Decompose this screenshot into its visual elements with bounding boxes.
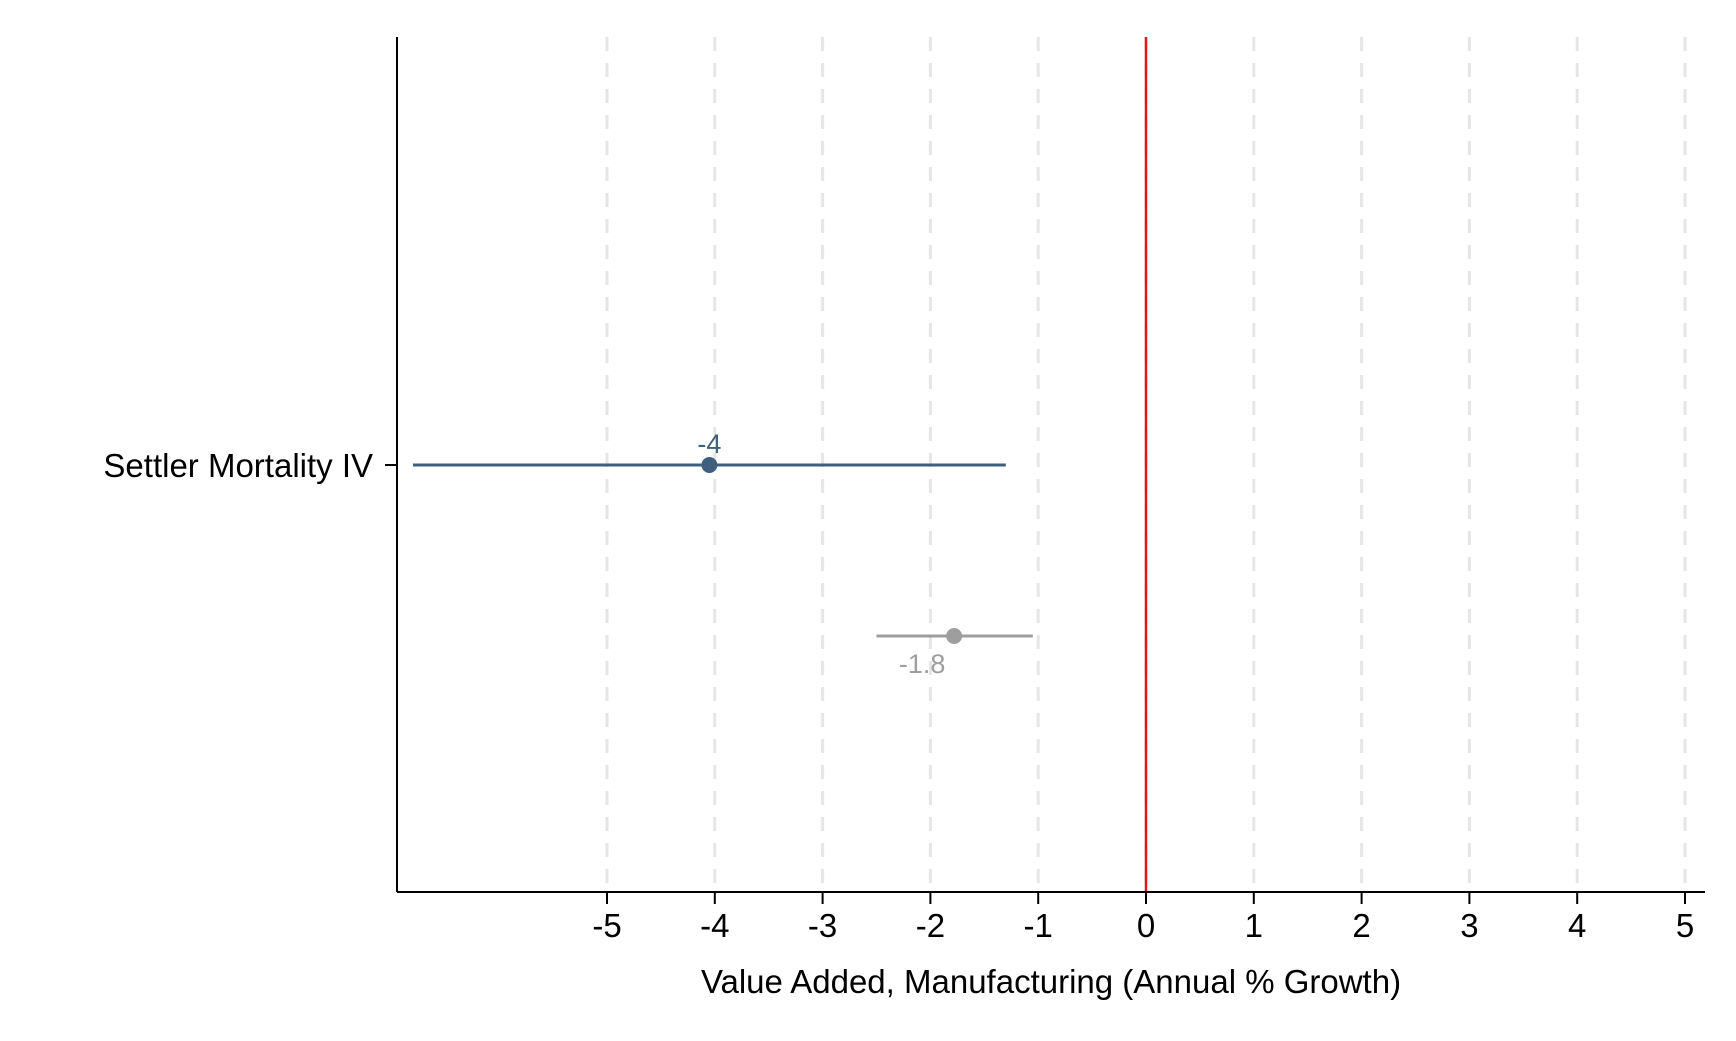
x-tick-label: 1 (1245, 907, 1263, 944)
series-2: -1.8 (876, 628, 1033, 679)
series-1: -4 (412, 429, 1006, 473)
data-label: -4 (697, 429, 721, 459)
x-tick-label: -2 (916, 907, 945, 944)
x-tick-label: 5 (1676, 907, 1694, 944)
x-tick-label: -5 (592, 907, 621, 944)
series-group: -4 -1.8 (412, 429, 1033, 679)
data-label: -1.8 (899, 649, 946, 679)
point-estimate (701, 457, 718, 473)
x-tick-label: 2 (1352, 907, 1370, 944)
y-category-label: Settler Mortality IV (103, 447, 373, 484)
x-tick-label: 4 (1568, 907, 1586, 944)
x-tick-label: -3 (808, 907, 837, 944)
x-tick-label: 0 (1137, 907, 1155, 944)
x-tick-label: -1 (1024, 907, 1053, 944)
y-axis-categories: Settler Mortality IV (103, 447, 397, 484)
x-axis-ticks: -5 -4 -3 -2 -1 0 1 2 3 4 5 (592, 892, 1694, 944)
x-tick-label: 3 (1460, 907, 1478, 944)
x-tick-label: -4 (700, 907, 729, 944)
point-estimate (946, 628, 963, 644)
x-axis-title: Value Added, Manufacturing (Annual % Gro… (701, 963, 1401, 1000)
